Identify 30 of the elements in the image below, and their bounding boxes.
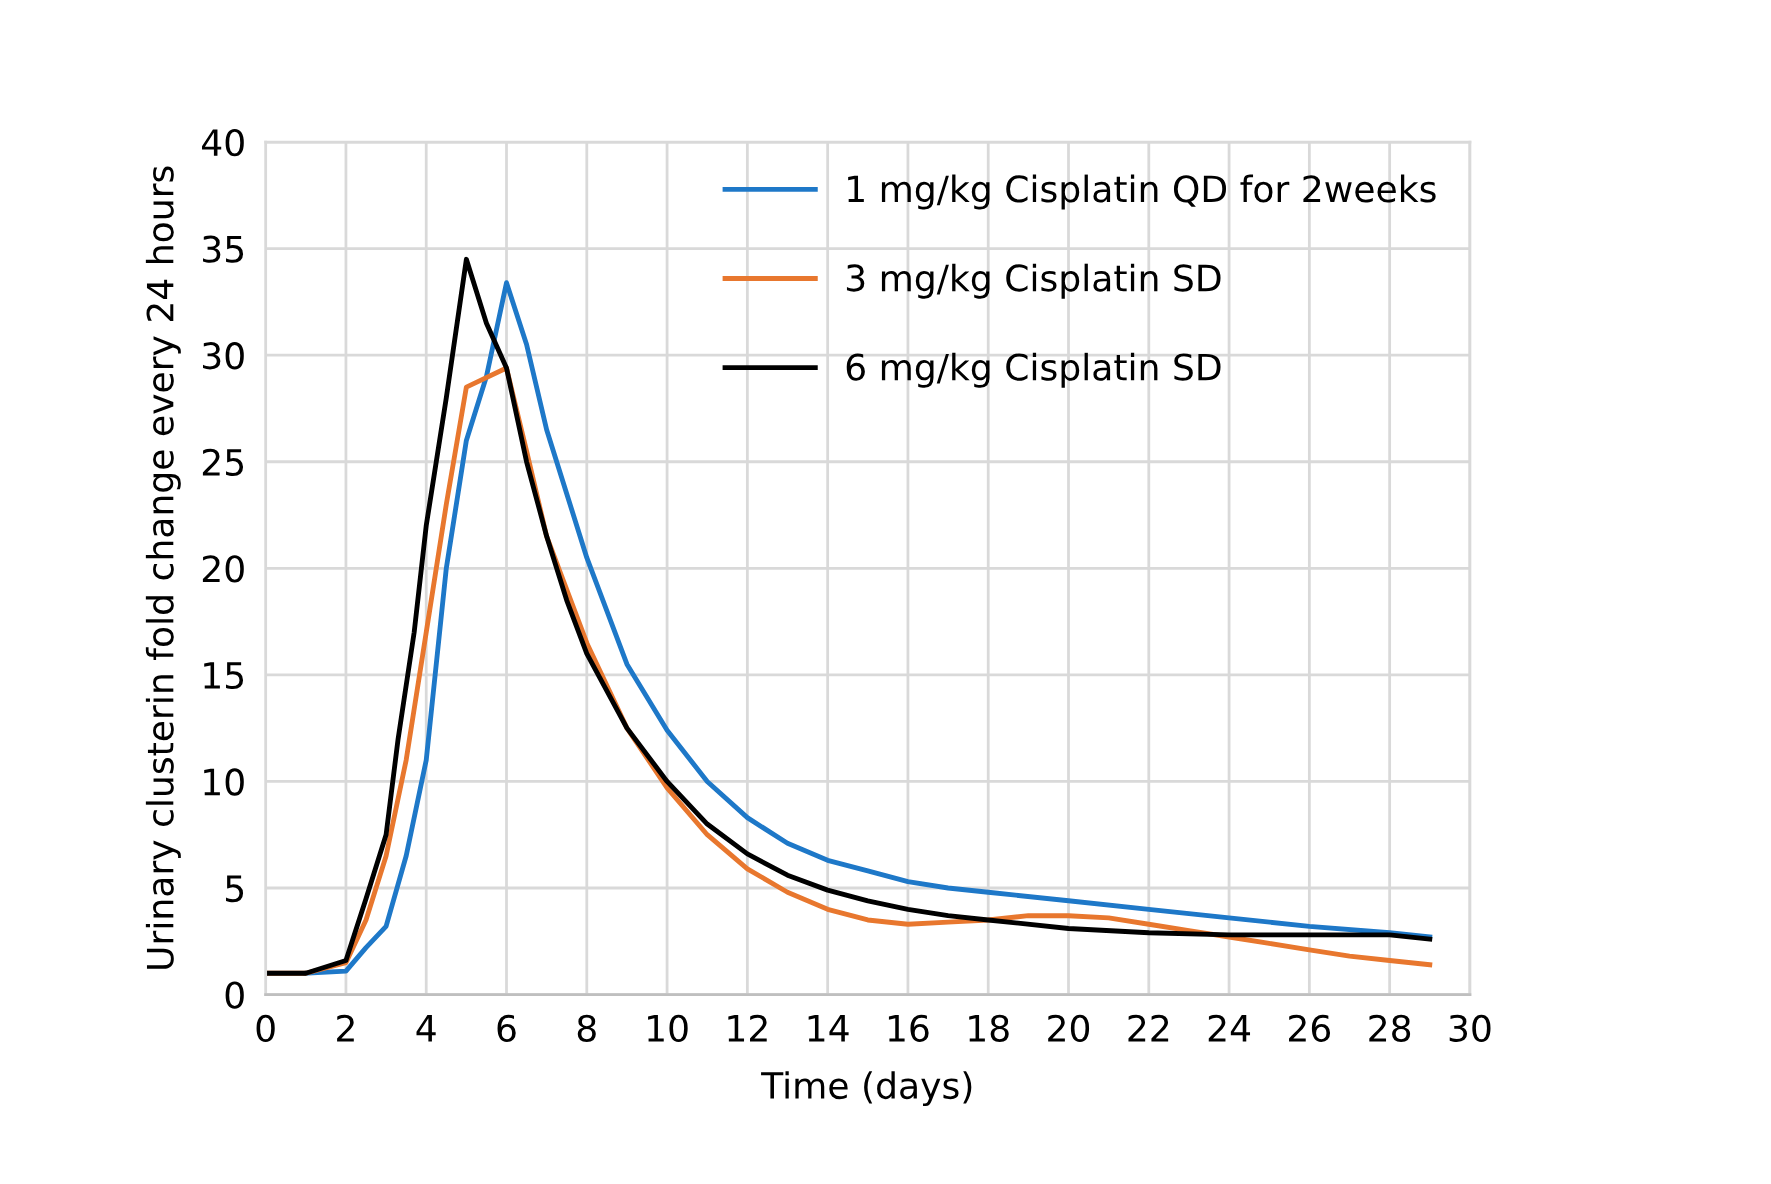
x-tick-label: 20 [1048, 1014, 1090, 1042]
legend-label: 1 mg/kg Cisplatin QD for 2weeks [848, 174, 1436, 210]
x-tick-label: 6 [497, 1014, 516, 1042]
x-tick-label: 8 [577, 1014, 596, 1042]
y-tick-label: 15 [204, 662, 244, 690]
legend-label: 6 mg/kg Cisplatin SD [846, 352, 1221, 388]
y-tick-label: 25 [202, 448, 244, 476]
x-tick-label: 12 [728, 1014, 767, 1042]
x-tick-label: 30 [1449, 1014, 1491, 1042]
x-tick-label: 16 [888, 1014, 929, 1042]
y-tick-label: 0 [225, 981, 244, 1009]
x-tick-label: 2 [337, 1014, 354, 1042]
x-tick-label: 10 [648, 1014, 688, 1042]
y-tick-label: 5 [226, 875, 244, 903]
x-tick-label: 28 [1369, 1014, 1411, 1042]
x-tick-label: 14 [808, 1015, 849, 1042]
x-tick-label: 22 [1128, 1014, 1169, 1042]
y-tick-label: 40 [202, 129, 244, 157]
y-tick-label: 30 [203, 342, 244, 370]
y-tick-label: 20 [202, 555, 244, 583]
y-tick-label: 10 [204, 768, 244, 796]
x-tick-label: 4 [416, 1015, 436, 1042]
y-axis-title: Urinary clusterin fold change every 24 hours [145, 166, 181, 969]
x-tick-label: 0 [256, 1014, 275, 1042]
x-tick-label: 18 [969, 1014, 1009, 1042]
legend-label: 3 mg/kg Cisplatin SD [846, 263, 1221, 299]
x-axis-title: Time (days) [761, 1071, 972, 1107]
x-tick-label: 24 [1208, 1014, 1251, 1042]
y-tick-label: 35 [203, 235, 244, 263]
x-tick-label: 26 [1289, 1014, 1331, 1042]
